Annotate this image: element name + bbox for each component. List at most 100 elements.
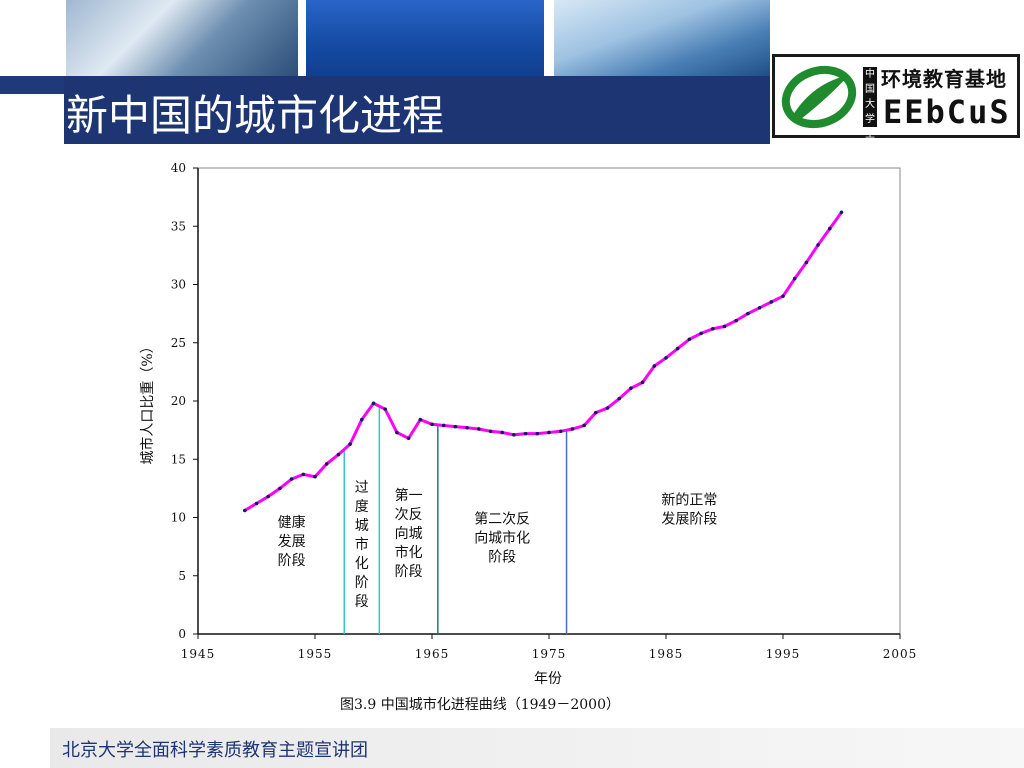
data-point xyxy=(804,260,809,265)
stage-annotation-line: 城 xyxy=(355,518,369,534)
data-point xyxy=(699,331,703,336)
data-point xyxy=(266,494,271,499)
y-tick-label: 20 xyxy=(171,394,186,408)
logo-tag: 中国大学生 xyxy=(863,67,877,140)
data-point xyxy=(523,431,528,436)
data-point xyxy=(406,436,411,441)
data-point xyxy=(687,337,692,342)
stage-annotation-line: 发展阶段 xyxy=(661,512,717,528)
data-point xyxy=(500,430,505,435)
stage-annotation-line: 市 xyxy=(355,536,369,553)
data-point xyxy=(839,210,844,215)
data-point xyxy=(617,396,621,401)
stage-annotation-line: 阶 xyxy=(355,575,369,591)
data-point xyxy=(278,486,282,491)
logo-name: 环境教育基地 xyxy=(881,67,1007,91)
stage-annotation-line: 向城 xyxy=(395,526,423,542)
data-point xyxy=(792,276,797,281)
y-axis-label: 城市人口比重（%） xyxy=(139,339,156,464)
data-point xyxy=(395,430,399,435)
data-point xyxy=(477,427,481,431)
y-tick-label: 35 xyxy=(171,219,186,233)
data-point xyxy=(664,356,668,360)
stage-annotation-line: 第二次反 xyxy=(474,510,530,527)
data-point xyxy=(360,417,364,422)
x-tick-label: 1965 xyxy=(415,647,450,661)
data-point xyxy=(605,406,610,410)
data-point xyxy=(734,318,738,323)
leaf-logo-icon xyxy=(781,65,857,129)
stage-annotation-line: 化 xyxy=(355,556,369,572)
data-point xyxy=(640,380,645,385)
stage-annotation-line: 发展 xyxy=(278,534,306,550)
logo: 中国大学生 环境教育基地 EEbCuS xyxy=(772,54,1020,140)
data-point xyxy=(465,425,469,430)
data-point xyxy=(675,346,680,351)
data-point xyxy=(243,508,247,513)
stage-annotation-line: 市化 xyxy=(395,544,423,561)
data-point xyxy=(722,324,727,329)
data-point xyxy=(828,226,832,231)
data-point xyxy=(324,462,329,466)
data-point xyxy=(535,431,540,436)
data-point xyxy=(816,243,820,247)
data-point xyxy=(441,423,446,428)
data-point xyxy=(348,442,352,446)
data-point xyxy=(289,477,294,481)
x-tick-label: 1975 xyxy=(532,647,567,661)
page-title: 新中国的城市化进程 xyxy=(66,91,445,140)
x-tick-label: 1955 xyxy=(298,647,333,661)
header-photo-blue xyxy=(306,0,544,76)
stage-annotation-line: 段 xyxy=(355,594,369,610)
stage-annotation-line: 度 xyxy=(355,499,369,515)
data-point xyxy=(558,429,563,434)
y-tick-label: 30 xyxy=(171,278,186,292)
data-point xyxy=(711,326,715,331)
urbanization-chart: 0 5 10 15 20 25 30 35 40 1945 1955 1965 1975 1985 1995… xyxy=(139,161,918,687)
stage-annotation-line: 阶段 xyxy=(395,564,423,580)
stage-annotation-line: 向城市化 xyxy=(474,529,530,546)
data-point xyxy=(582,423,586,428)
y-tick-label: 10 xyxy=(171,511,186,525)
data-point xyxy=(769,300,774,304)
data-point xyxy=(570,427,575,431)
data-point xyxy=(746,311,750,316)
stage-annotation-line: 健康 xyxy=(278,514,306,531)
data-point xyxy=(652,364,657,368)
title-bar xyxy=(64,76,770,144)
x-tick-label: 2005 xyxy=(883,647,918,661)
data-point xyxy=(781,294,785,298)
y-tick-label: 40 xyxy=(171,161,186,175)
footer-text: 北京大学全面科学素质教育主题宣讲团 xyxy=(62,740,368,761)
y-tick-label: 5 xyxy=(178,569,186,583)
header-stripe xyxy=(0,76,66,94)
data-point xyxy=(488,429,493,434)
stage-annotation-line: 阶段 xyxy=(488,549,516,565)
header-photo-hands xyxy=(66,0,298,76)
stage-annotation-line: 第一 xyxy=(395,487,423,504)
data-point xyxy=(629,386,633,390)
y-tick-label: 0 xyxy=(178,627,186,641)
y-tick-label: 15 xyxy=(171,452,186,466)
figure-caption: 图3.9 中国城市化进程曲线（1949－2000） xyxy=(340,697,620,713)
stage-annotation-line: 次反 xyxy=(395,507,423,523)
data-point xyxy=(594,410,598,415)
stage-annotation-line: 过 xyxy=(355,480,369,496)
data-point xyxy=(512,432,516,437)
x-tick-label: 1945 xyxy=(181,647,216,661)
data-point xyxy=(301,472,306,477)
stage-annotation-line: 新的正常 xyxy=(661,493,717,509)
data-point xyxy=(547,430,551,435)
logo-brand: EEbCuS xyxy=(883,93,1011,131)
header-photo-buildings xyxy=(554,0,770,76)
data-point xyxy=(418,417,423,422)
x-tick-label: 1995 xyxy=(766,647,801,661)
x-axis-label: 年份 xyxy=(534,671,562,687)
urbanization-line xyxy=(244,211,843,512)
footer-bar xyxy=(50,728,1024,768)
data-point xyxy=(336,452,341,457)
